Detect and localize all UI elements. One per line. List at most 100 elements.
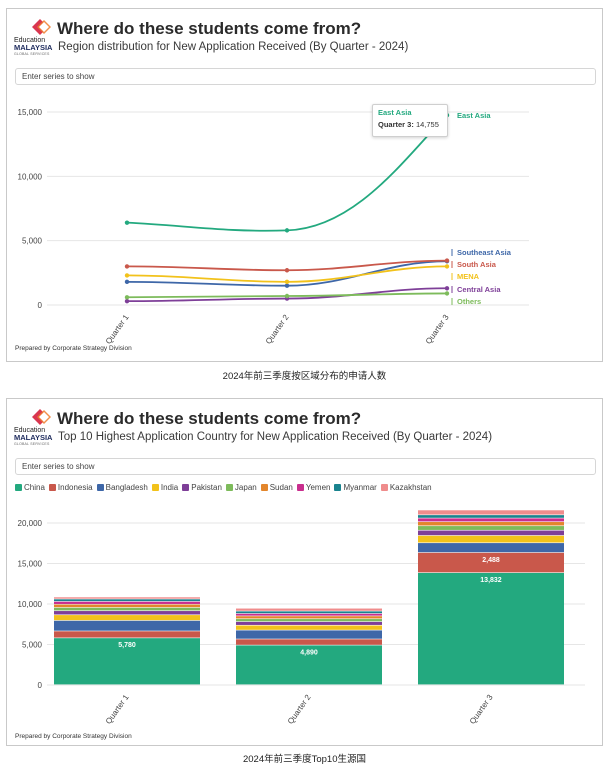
tooltip-series: East Asia <box>378 108 412 117</box>
tooltip-value: 14,755 <box>415 120 439 129</box>
data-point-south-asia <box>284 268 290 273</box>
legend-swatch <box>15 484 22 492</box>
legend-label: Japan <box>234 483 257 493</box>
legend-label: Sudan <box>269 483 293 493</box>
region-chart-panel: Education MALAYSIA GLOBAL SERVICES Where… <box>6 8 603 362</box>
logo-line-3: GLOBAL SERVICES <box>14 442 50 446</box>
data-label: 5,780 <box>118 642 136 649</box>
series-label-central-asia: Central Asia <box>457 285 501 294</box>
bar-segment-bangladesh <box>236 630 382 639</box>
legend-item-india[interactable]: India <box>151 483 179 493</box>
bar-segment-sudan <box>54 604 200 608</box>
legend-item-japan[interactable]: Japan <box>225 483 257 493</box>
series-search-input[interactable] <box>15 458 596 475</box>
bar-segment-bangladesh <box>54 620 200 631</box>
data-point-southeast-asia <box>284 283 290 288</box>
bar-segment-sudan <box>236 616 382 619</box>
legend-label: Kazakhstan <box>389 483 432 493</box>
bar-segment-kazakhstan <box>54 597 200 599</box>
data-point-mena <box>124 273 130 278</box>
legend-item-kazakhstan[interactable]: Kazakhstan <box>380 483 432 493</box>
footer-credit: Prepared by Corporate Strategy Division <box>15 733 132 740</box>
bar-segment-china <box>236 645 382 685</box>
chart-title: Where do these students come from? <box>57 409 362 428</box>
education-malaysia-logo: Education MALAYSIA GLOBAL SERVICES <box>14 407 56 447</box>
legend-item-indonesia[interactable]: Indonesia <box>48 483 93 493</box>
y-tick-label: 10,000 <box>18 172 43 181</box>
logo-line-1: Education <box>14 427 46 434</box>
bar-segment-myanmar <box>236 611 382 614</box>
series-label-others: Others <box>457 297 481 306</box>
y-tick-label: 10,000 <box>18 600 43 609</box>
bar-segment-yemen <box>236 613 382 616</box>
chart-subtitle: Top 10 Highest Application Country for N… <box>58 431 493 443</box>
logo-line-3: GLOBAL SERVICES <box>14 52 50 56</box>
series-search-input[interactable] <box>15 68 596 85</box>
bar-segment-yemen <box>54 601 200 604</box>
legend-item-myanmar[interactable]: Myanmar <box>334 483 377 493</box>
bar-segment-myanmar <box>54 599 200 602</box>
x-tick-label: Quarter 3 <box>424 313 451 346</box>
legend-swatch <box>334 484 342 492</box>
bar-segment-pakistan <box>236 621 382 625</box>
chart-legend: China Indonesia Bangladesh India Pakistan Jap… <box>15 483 600 495</box>
x-tick-label: Quarter 1 <box>104 693 131 726</box>
chart-tooltip: East Asia Quarter 3: 14,755 <box>372 104 448 137</box>
country-stacked-bar-chart: 0 5,000 10,000 15,000 20,000 5,780 Quarter 1 4,… <box>18 510 585 726</box>
data-point-southeast-asia <box>124 279 130 285</box>
legend-swatch <box>48 484 56 492</box>
bar-segment-china <box>418 572 564 685</box>
bar-segment-indonesia <box>54 631 200 638</box>
legend-label: Pakistan <box>191 483 222 493</box>
legend-item-yemen[interactable]: Yemen <box>296 483 331 493</box>
legend-item-china[interactable]: China <box>15 483 45 492</box>
logo-line-2: MALAYSIA <box>14 43 53 52</box>
caption-country: 2024年前三季度Top10生源国 <box>242 754 367 765</box>
bar-segment-kazakhstan <box>418 510 564 515</box>
legend-swatch <box>96 484 104 492</box>
bar-segment-japan <box>418 526 564 530</box>
data-point-mena <box>284 279 290 285</box>
bar-segment-indonesia <box>418 552 564 573</box>
tooltip-label: Quarter 3: <box>378 120 414 129</box>
data-point-others <box>444 291 450 296</box>
legend-label: Indonesia <box>57 483 93 493</box>
y-tick-label: 15,000 <box>18 108 43 117</box>
bar-segment-pakistan <box>418 530 564 536</box>
legend-swatch <box>260 484 268 492</box>
legend-item-bangladesh[interactable]: Bangladesh <box>96 483 148 493</box>
data-label: 13,832 <box>480 577 502 584</box>
x-tick-label: Quarter 2 <box>286 693 313 726</box>
logo-mark-icon <box>32 19 51 35</box>
y-tick-label: 15,000 <box>18 560 43 569</box>
legend-item-pakistan[interactable]: Pakistan <box>182 483 222 492</box>
legend-label: Myanmar <box>343 483 377 493</box>
bar-segment-myanmar <box>418 515 564 518</box>
series-label-southeast-asia: Southeast Asia <box>457 248 512 257</box>
bar-segment-india <box>418 535 564 543</box>
bar-segment-india <box>236 625 382 630</box>
data-point-central-asia <box>124 298 130 304</box>
bar-segment-indonesia <box>236 639 382 645</box>
bar-segment-bangladesh <box>418 543 564 553</box>
data-label: 2,488 <box>482 557 500 564</box>
legend-label: Bangladesh <box>105 483 148 493</box>
bar-segment-india <box>54 615 200 621</box>
bar-segment-japan <box>54 607 200 611</box>
series-label-mena: MENA <box>457 272 480 281</box>
bar-segment-kazakhstan <box>236 608 382 611</box>
x-tick-label: Quarter 2 <box>264 313 291 346</box>
bar-segment-china <box>54 638 200 685</box>
y-tick-label: 20,000 <box>18 519 43 528</box>
y-tick-label: 5,000 <box>22 641 43 650</box>
caption-region: 2024年前三季度按区域分布的申请人数 <box>222 371 387 382</box>
legend-swatch <box>151 484 159 492</box>
data-point-east-asia <box>124 220 130 225</box>
legend-swatch <box>182 484 190 492</box>
data-point-others <box>124 295 130 300</box>
legend-item-sudan[interactable]: Sudan <box>260 483 293 493</box>
legend-swatch <box>296 484 304 492</box>
legend-label: India <box>160 483 179 493</box>
legend-label: China <box>24 483 45 493</box>
legend-label: Yemen <box>305 483 331 493</box>
